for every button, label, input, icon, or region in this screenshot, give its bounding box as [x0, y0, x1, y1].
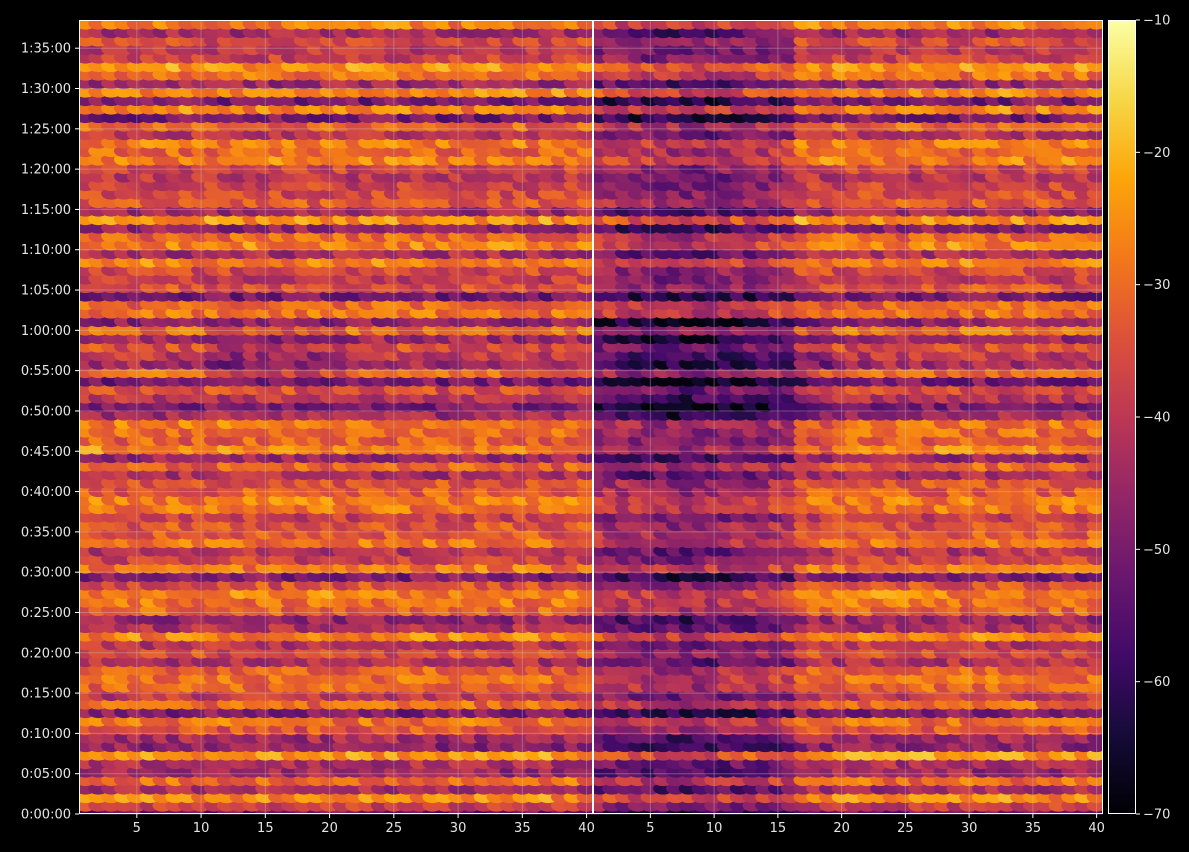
heatmap-cell	[195, 20, 207, 22]
heatmap-cell	[272, 20, 284, 22]
heatmap-cell	[465, 20, 477, 22]
heatmap-cell	[516, 20, 529, 22]
heatmap-cell	[323, 20, 336, 22]
heatmap-cell	[362, 20, 374, 22]
heatmap-cell	[246, 20, 259, 22]
heatmap-cell	[452, 20, 464, 22]
heatmap-cell	[439, 20, 451, 22]
heatmap-cell	[221, 20, 233, 22]
heatmap-cell	[182, 20, 194, 22]
heatmap-cell	[567, 20, 580, 22]
heatmap-cell	[478, 20, 490, 22]
heatmap-cell	[208, 20, 220, 22]
heatmap-cell	[349, 20, 362, 22]
heatmap-cell	[413, 20, 426, 22]
heatmap-left-panel	[79, 20, 593, 814]
heatmap-cell	[259, 20, 272, 22]
heatmap-cell	[285, 20, 297, 22]
heatmap-cell	[233, 20, 246, 22]
heatmap-cell	[336, 20, 349, 22]
heatmap-cell	[298, 20, 310, 22]
heatmap-cell	[529, 20, 541, 22]
heatmap-cell	[310, 20, 323, 22]
heatmap-cell	[169, 20, 182, 22]
heatmap-cell	[555, 20, 567, 22]
heatmap-cell	[156, 20, 169, 22]
heatmap-cell	[542, 20, 554, 22]
heatmap-cell	[490, 20, 503, 22]
heatmap-cell	[580, 20, 593, 22]
heatmap-cell	[388, 20, 400, 22]
heatmap-cell	[143, 20, 156, 22]
heatmap-cell	[118, 20, 130, 22]
heatmap-cell	[92, 20, 105, 22]
heatmap-right-panel	[593, 20, 1103, 814]
heatmap-cell	[131, 20, 143, 22]
heatmap-cell	[105, 20, 117, 22]
heatmap-cell	[375, 20, 387, 22]
heatmap-cell	[426, 20, 439, 22]
heatmap-cell	[400, 20, 413, 22]
heatmap-cell	[503, 20, 516, 22]
heatmap-cell	[79, 20, 92, 22]
